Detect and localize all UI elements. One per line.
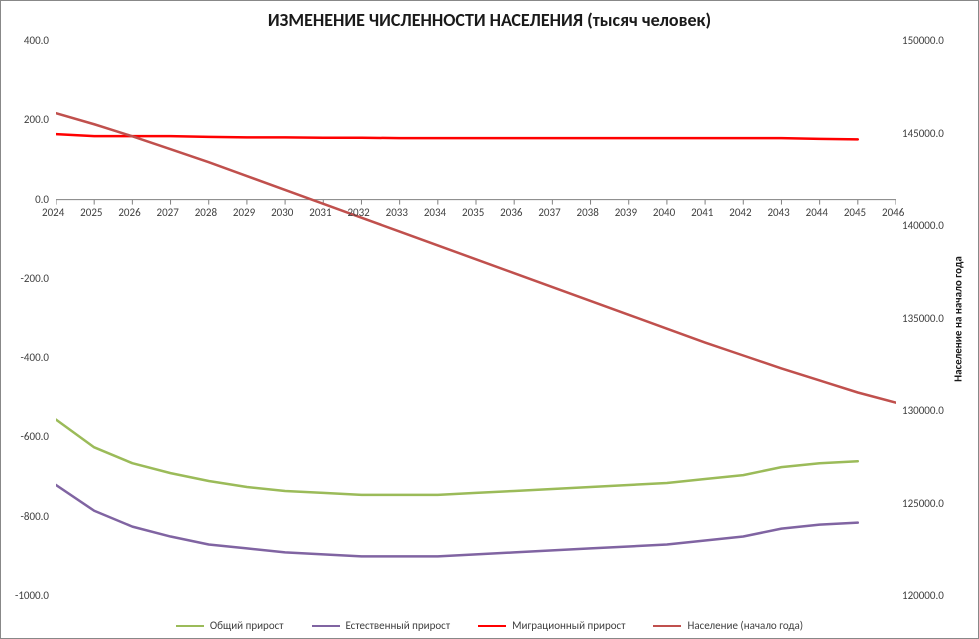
x-tick-label: 2039 — [615, 206, 637, 219]
x-tick-label: 2042 — [729, 206, 751, 219]
legend-line-icon — [312, 625, 340, 627]
legend: Общий прирост Естественный прирост Миграци… — [1, 617, 978, 633]
x-tick-label: 2025 — [80, 206, 102, 219]
y1-tick-label: 0.0 — [35, 193, 49, 206]
x-tick-label: 2028 — [195, 206, 217, 219]
y1-tick-label: 200.0 — [24, 113, 49, 126]
y2-axis-label: Население на начало года — [952, 256, 965, 382]
y1-tick-label: 400.0 — [24, 34, 49, 47]
y1-tick-label: -400.0 — [21, 351, 49, 364]
series-line — [56, 113, 896, 403]
x-tick-label: 2036 — [500, 206, 522, 219]
legend-label: Население (начало года) — [687, 619, 803, 632]
x-tick-label: 2029 — [233, 206, 255, 219]
x-tick-label: 2040 — [653, 206, 675, 219]
x-tick-label: 2041 — [691, 206, 713, 219]
x-tick-label: 2026 — [118, 206, 140, 219]
y2-tick-label: 130000.0 — [902, 404, 944, 417]
x-tick-label: 2043 — [767, 206, 789, 219]
y2-tick-label: 145000.0 — [902, 127, 944, 140]
y1-tick-label: -1000.0 — [15, 589, 49, 602]
legend-label: Естественный прирост — [346, 619, 451, 632]
series-line — [56, 420, 858, 495]
x-tick-label: 2030 — [271, 206, 293, 219]
y2-tick-label: 140000.0 — [902, 219, 944, 232]
x-tick-label: 2038 — [577, 206, 599, 219]
legend-line-icon — [478, 625, 506, 627]
x-tick-label: 2045 — [844, 206, 866, 219]
legend-label: Общий прирост — [210, 619, 284, 632]
x-tick-label: 2033 — [386, 206, 408, 219]
y2-tick-label: 120000.0 — [902, 589, 944, 602]
chart-container: ИЗМЕНЕНИЕ ЧИСЛЕННОСТИ НАСЕЛЕНИЯ (тысяч ч… — [0, 0, 979, 639]
x-tick-label: 2034 — [424, 206, 446, 219]
legend-label: Миграционный прирост — [512, 619, 625, 632]
y2-tick-label: 135000.0 — [902, 312, 944, 325]
legend-item: Миграционный прирост — [478, 619, 625, 632]
y2-tick-label: 150000.0 — [902, 34, 944, 47]
chart-svg — [56, 41, 896, 596]
x-tick-label: 2046 — [882, 206, 904, 219]
series-line — [56, 134, 858, 139]
y1-tick-label: -600.0 — [21, 430, 49, 443]
x-tick-label: 2024 — [42, 206, 64, 219]
y2-tick-label: 125000.0 — [902, 497, 944, 510]
x-tick-label: 2044 — [806, 206, 828, 219]
y1-tick-label: -200.0 — [21, 272, 49, 285]
plot-area — [56, 41, 896, 596]
chart-title: ИЗМЕНЕНИЕ ЧИСЛЕННОСТИ НАСЕЛЕНИЯ (тысяч ч… — [1, 9, 978, 31]
x-tick-label: 2027 — [157, 206, 179, 219]
y1-tick-label: -800.0 — [21, 510, 49, 523]
legend-item: Население (начало года) — [653, 619, 803, 632]
x-tick-label: 2037 — [538, 206, 560, 219]
x-tick-label: 2035 — [462, 206, 484, 219]
x-tick-label: 2032 — [347, 206, 369, 219]
legend-item: Общий прирост — [176, 619, 284, 632]
series-line — [56, 485, 858, 556]
legend-item: Естественный прирост — [312, 619, 451, 632]
legend-line-icon — [176, 625, 204, 627]
legend-line-icon — [653, 625, 681, 627]
x-tick-label: 2031 — [309, 206, 331, 219]
